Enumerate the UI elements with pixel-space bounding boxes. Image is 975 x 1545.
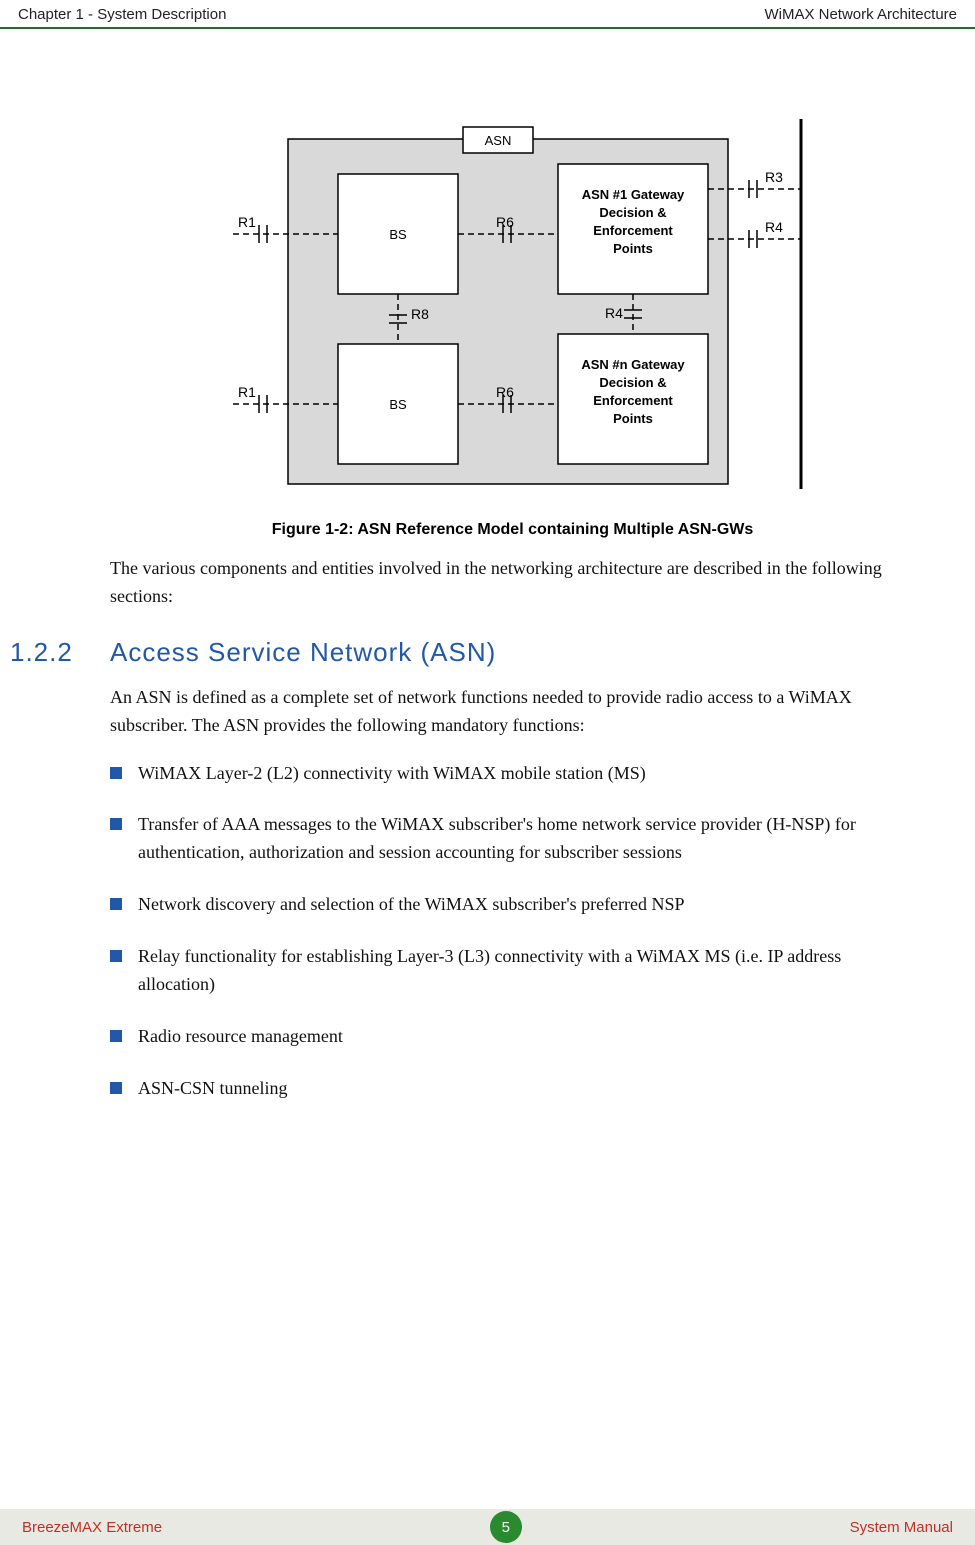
- list-item: Radio resource management: [110, 1023, 915, 1051]
- gw1-l3: Enforcement: [593, 223, 673, 238]
- bs2-label: BS: [389, 397, 407, 412]
- list-item: Network discovery and selection of the W…: [110, 891, 915, 919]
- gw1-l2: Decision &: [599, 205, 666, 220]
- list-item: Relay functionality for establishing Lay…: [110, 943, 915, 999]
- section-heading: 1.2.2 Access Service Network (ASN): [10, 637, 915, 668]
- page-number-badge: 5: [490, 1511, 522, 1543]
- gw1-l1: ASN #1 Gateway: [581, 187, 684, 202]
- section-title: Access Service Network (ASN): [110, 637, 496, 668]
- gw1-l4: Points: [613, 241, 653, 256]
- footer-right: System Manual: [850, 1519, 953, 1536]
- r8-label: R8: [411, 306, 429, 322]
- r4a-label: R4: [765, 219, 783, 235]
- intro-text: The various components and entities invo…: [110, 555, 915, 611]
- page-content: ASN BS BS ASN #1 Gateway Decision & Enfo…: [0, 119, 975, 1103]
- gwn-l4: Points: [613, 411, 653, 426]
- list-item: Transfer of AAA messages to the WiMAX su…: [110, 811, 915, 867]
- r6a-label: R6: [496, 214, 514, 230]
- r3-label: R3: [765, 169, 783, 185]
- gwn-l3: Enforcement: [593, 393, 673, 408]
- list-item: ASN-CSN tunneling: [110, 1075, 915, 1103]
- page-footer: BreezeMAX Extreme 5 System Manual: [0, 1509, 975, 1545]
- bs1-label: BS: [389, 227, 407, 242]
- figure-caption: Figure 1-2: ASN Reference Model containi…: [110, 521, 915, 539]
- section-number: 1.2.2: [10, 637, 110, 668]
- r1a-label: R1: [238, 214, 256, 230]
- asn-diagram: ASN BS BS ASN #1 Gateway Decision & Enfo…: [203, 119, 823, 499]
- header-right: WiMAX Network Architecture: [764, 6, 957, 23]
- r6b-label: R6: [496, 384, 514, 400]
- r4b-label: R4: [605, 305, 623, 321]
- asn-label: ASN: [484, 133, 511, 148]
- list-item: WiMAX Layer-2 (L2) connectivity with WiM…: [110, 760, 915, 788]
- gwn-l1: ASN #n Gateway: [581, 357, 685, 372]
- header-left: Chapter 1 - System Description: [18, 6, 226, 23]
- figure-container: ASN BS BS ASN #1 Gateway Decision & Enfo…: [110, 119, 915, 499]
- footer-left: BreezeMAX Extreme: [22, 1519, 162, 1536]
- r1b-label: R1: [238, 384, 256, 400]
- function-list: WiMAX Layer-2 (L2) connectivity with WiM…: [110, 760, 915, 1103]
- gwn-l2: Decision &: [599, 375, 666, 390]
- page-header: Chapter 1 - System Description WiMAX Net…: [0, 0, 975, 29]
- section-intro: An ASN is defined as a complete set of n…: [110, 684, 915, 740]
